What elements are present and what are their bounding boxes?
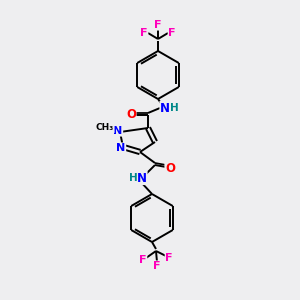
Text: H: H bbox=[169, 103, 178, 113]
Text: F: F bbox=[168, 28, 176, 38]
Text: N: N bbox=[160, 101, 170, 115]
Text: F: F bbox=[139, 255, 147, 265]
Text: N: N bbox=[113, 126, 123, 136]
Text: N: N bbox=[137, 172, 147, 184]
Text: F: F bbox=[165, 253, 173, 263]
Text: F: F bbox=[153, 261, 161, 271]
Text: F: F bbox=[154, 20, 162, 30]
Text: CH₃: CH₃ bbox=[96, 124, 114, 133]
Text: F: F bbox=[140, 28, 148, 38]
Text: O: O bbox=[165, 161, 175, 175]
Text: O: O bbox=[126, 109, 136, 122]
Text: H: H bbox=[129, 173, 137, 183]
Text: N: N bbox=[116, 143, 126, 153]
